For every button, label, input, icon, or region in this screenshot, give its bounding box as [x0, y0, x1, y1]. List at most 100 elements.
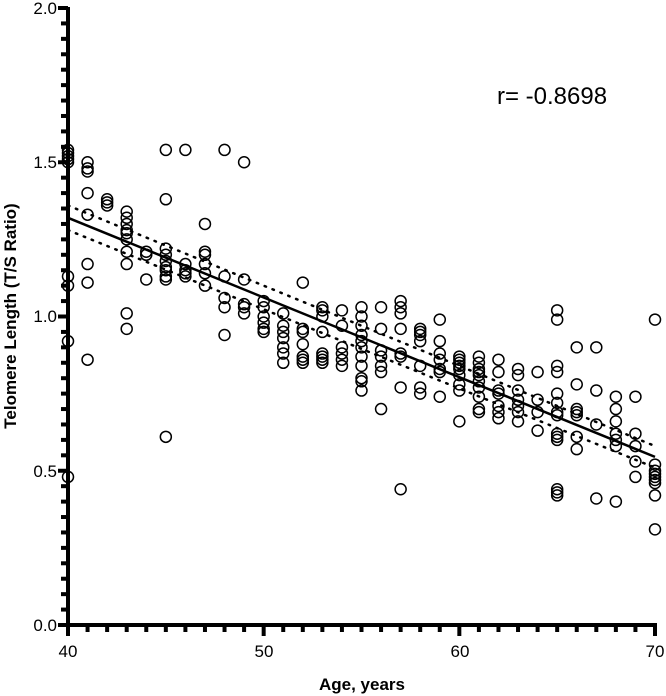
data-point [550, 489, 564, 502]
data-point [159, 273, 173, 286]
data-point [237, 300, 251, 314]
data-point [413, 334, 427, 348]
data-point [335, 347, 349, 360]
data-point [198, 217, 212, 231]
data-point [81, 276, 94, 289]
data-point [198, 245, 212, 258]
data-point [570, 430, 583, 444]
data-point [120, 226, 133, 240]
data-point [570, 442, 583, 456]
y-tick-label-0-5: 0.5 [33, 462, 57, 481]
data-point [492, 412, 505, 425]
data-point [550, 313, 564, 326]
data-point [433, 347, 447, 360]
x-axis-title: Age, years [319, 675, 405, 694]
data-point [590, 384, 603, 397]
data-point [335, 304, 349, 317]
y-tick-label-2-0: 2.0 [33, 0, 57, 18]
data-point [394, 322, 407, 336]
data-point [316, 304, 329, 317]
data-point [648, 489, 662, 502]
data-point [492, 387, 505, 400]
data-point [648, 470, 662, 484]
data-point [492, 405, 505, 419]
data-point [355, 334, 368, 348]
correlation-annotation: r= -0.8698 [497, 83, 607, 110]
data-point [590, 492, 603, 505]
x-tick-label-40: 40 [59, 642, 78, 661]
data-point [276, 356, 290, 370]
y-tick-label-0-0: 0.0 [33, 616, 57, 635]
data-point [355, 371, 368, 385]
y-tick-label-1-0: 1.0 [33, 307, 57, 326]
data-point [276, 347, 290, 360]
data-point [81, 162, 94, 175]
data-point [276, 325, 290, 339]
data-point [81, 186, 94, 200]
data-point [374, 322, 388, 336]
data-point [218, 291, 231, 305]
data-point [316, 353, 329, 366]
data-point [257, 294, 270, 308]
data-point [629, 470, 642, 484]
data-point [120, 245, 133, 258]
x-tick-label-60: 60 [451, 642, 470, 661]
data-point [609, 495, 623, 508]
data-point [433, 362, 447, 376]
data-point [355, 350, 368, 363]
data-point [570, 402, 583, 416]
data-point [374, 359, 388, 373]
data-points [61, 143, 662, 536]
data-point [296, 350, 310, 363]
data-point [355, 319, 368, 333]
data-point [120, 211, 133, 225]
data-point [472, 375, 486, 388]
data-point [472, 350, 486, 363]
data-point [316, 347, 329, 360]
data-point [394, 381, 407, 394]
y-axis-title: Telomere Length (T/S Ratio) [1, 203, 20, 428]
data-point [413, 387, 427, 400]
data-point [120, 205, 133, 218]
data-point [413, 322, 427, 336]
data-point [257, 325, 270, 339]
data-point [179, 143, 192, 157]
data-point [296, 356, 310, 370]
data-point [648, 313, 662, 326]
data-point [120, 217, 133, 231]
data-point [453, 353, 466, 366]
data-point [550, 365, 564, 379]
data-point [531, 424, 544, 437]
data-point [511, 384, 525, 397]
data-point [218, 143, 231, 157]
data-point [159, 260, 173, 274]
data-point [257, 310, 270, 323]
data-point [100, 193, 114, 206]
confidence-band-lower [66, 228, 657, 469]
data-point [374, 300, 388, 314]
data-point [374, 350, 388, 363]
data-point [433, 390, 447, 403]
y-tick-label-1-5: 1.5 [33, 153, 57, 172]
data-point [550, 387, 564, 400]
data-point [413, 325, 427, 339]
data-point [550, 483, 564, 496]
data-point [237, 156, 251, 169]
x-tick-label-70: 70 [646, 642, 665, 661]
data-point [453, 350, 466, 363]
data-point [394, 347, 407, 360]
data-point [335, 341, 349, 354]
data-point [374, 365, 388, 379]
data-point [511, 362, 525, 376]
data-point [550, 396, 564, 410]
data-point [355, 359, 368, 373]
data-point [374, 402, 388, 416]
data-point [453, 378, 466, 391]
data-point [100, 196, 114, 209]
data-point [316, 300, 329, 314]
x-ticks [66, 625, 657, 636]
data-point [296, 338, 310, 351]
data-point [648, 523, 662, 536]
data-point [120, 307, 133, 320]
data-point [257, 316, 270, 329]
